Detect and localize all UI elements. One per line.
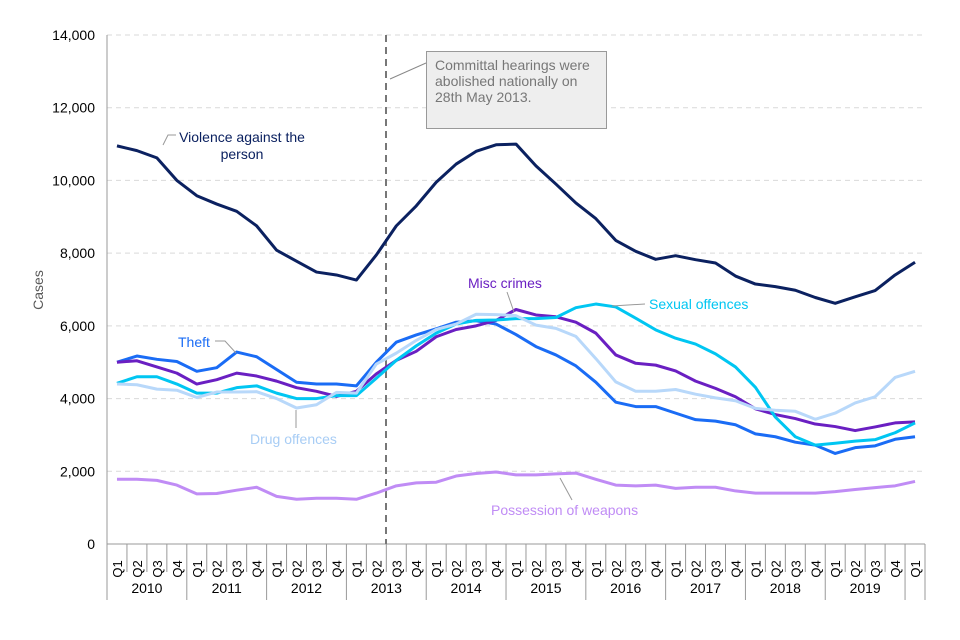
year-label: 2017 <box>690 580 721 596</box>
x-tick-label: Q4 <box>649 560 664 577</box>
series-lines <box>116 142 916 501</box>
year-label: 2013 <box>371 580 402 596</box>
x-tick-label: Q1 <box>828 560 843 577</box>
x-tick-label: Q2 <box>210 560 225 577</box>
x-tick-label: Q3 <box>709 560 724 577</box>
label-misc: Misc crimes <box>468 275 542 291</box>
year-label: 2014 <box>451 580 482 596</box>
label-weapons: Possession of weapons <box>491 502 638 518</box>
x-tick-label: Q1 <box>429 560 444 577</box>
x-tick-label: Q3 <box>868 560 883 577</box>
x-tick-label: Q3 <box>309 560 324 577</box>
x-tick-label: Q3 <box>150 560 165 577</box>
year-label: 2011 <box>212 580 242 596</box>
x-tick-label: Q1 <box>270 560 285 577</box>
annotation-box: Committal hearings were abolished nation… <box>426 51 607 129</box>
x-tick-label: Q4 <box>808 560 823 577</box>
y-axis-label: Cases <box>30 270 46 310</box>
year-label: 2018 <box>770 580 801 596</box>
y-tick-labels: 0 2,000 4,000 6,000 8,000 10,000 12,000 14,000 <box>52 27 95 552</box>
x-tick-label: Q4 <box>569 560 584 577</box>
x-tick-label: Q2 <box>848 560 863 577</box>
x-tick-label: Q1 <box>190 560 205 577</box>
label-violence: Violence against the person <box>179 129 305 162</box>
x-tick-label: Q2 <box>130 560 145 577</box>
label-sexual: Sexual offences <box>649 296 748 312</box>
x-tick-label: Q1 <box>748 560 763 577</box>
series-line-sexual-offences <box>116 302 916 447</box>
year-label: 2015 <box>530 580 561 596</box>
x-tick-label: Q2 <box>529 560 544 577</box>
x-tick-label: Q1 <box>908 560 923 577</box>
x-tick-label: Q3 <box>788 560 803 577</box>
x-tick-label: Q4 <box>250 560 265 577</box>
series-line-violence-against-the-person <box>116 142 916 305</box>
y-tick-label: 6,000 <box>60 318 95 334</box>
x-tick-label: Q4 <box>489 560 504 577</box>
year-label: 2010 <box>131 580 162 596</box>
x-tick-label: Q2 <box>689 560 704 577</box>
x-tick-label: Q2 <box>768 560 783 577</box>
annotation-leader <box>389 62 427 80</box>
x-tick-label: Q3 <box>230 560 245 577</box>
year-label: 2016 <box>610 580 641 596</box>
series-line-misc-crimes <box>116 307 916 433</box>
x-tick-label: Q4 <box>329 560 344 577</box>
x-tick-label: Q2 <box>609 560 624 577</box>
x-tick-label: Q1 <box>589 560 604 577</box>
x-tick-label: Q1 <box>110 560 125 577</box>
label-theft: Theft <box>178 334 210 350</box>
y-tick-label: 14,000 <box>52 27 95 43</box>
x-tick-label: Q4 <box>888 560 903 577</box>
x-tick-label: Q2 <box>369 560 384 577</box>
x-tick-label: Q1 <box>349 560 364 577</box>
year-label: 2012 <box>291 580 322 596</box>
y-tick-label: 8,000 <box>60 245 95 261</box>
x-axis: Q1 Q2 Q3 Q4 Q1 Q2 Q3 Q4 Q1 Q2 Q3 Q4 Q1 Q2 Q3 Q4 Q1 Q2 Q3 Q4… <box>106 35 926 600</box>
series-line-theft <box>116 319 916 455</box>
y-tick-label: 0 <box>87 536 95 552</box>
x-tick-label: Q4 <box>170 560 185 577</box>
x-tick-label: Q1 <box>509 560 524 577</box>
series-line-drug-offences <box>116 312 916 421</box>
x-tick-label: Q3 <box>389 560 404 577</box>
y-tick-label: 10,000 <box>52 172 95 188</box>
x-tick-label: Q3 <box>549 560 564 577</box>
x-tick-label: Q3 <box>469 560 484 577</box>
x-tick-label: Q3 <box>629 560 644 577</box>
y-tick-label: 12,000 <box>52 100 95 116</box>
x-tick-label: Q4 <box>409 560 424 577</box>
year-label: 2019 <box>850 580 881 596</box>
x-tick-label: Q2 <box>449 560 464 577</box>
y-tick-label: 2,000 <box>60 463 95 479</box>
x-tick-label: Q2 <box>290 560 305 577</box>
series-line-possession-of-weapons <box>116 470 916 501</box>
y-tick-label: 4,000 <box>60 391 95 407</box>
x-tick-label: Q4 <box>728 560 743 577</box>
label-drug: Drug offences <box>250 431 337 447</box>
series-labels: Theft Misc crimes Sexual offences Drug o… <box>162 134 748 518</box>
x-tick-label: Q1 <box>669 560 684 577</box>
